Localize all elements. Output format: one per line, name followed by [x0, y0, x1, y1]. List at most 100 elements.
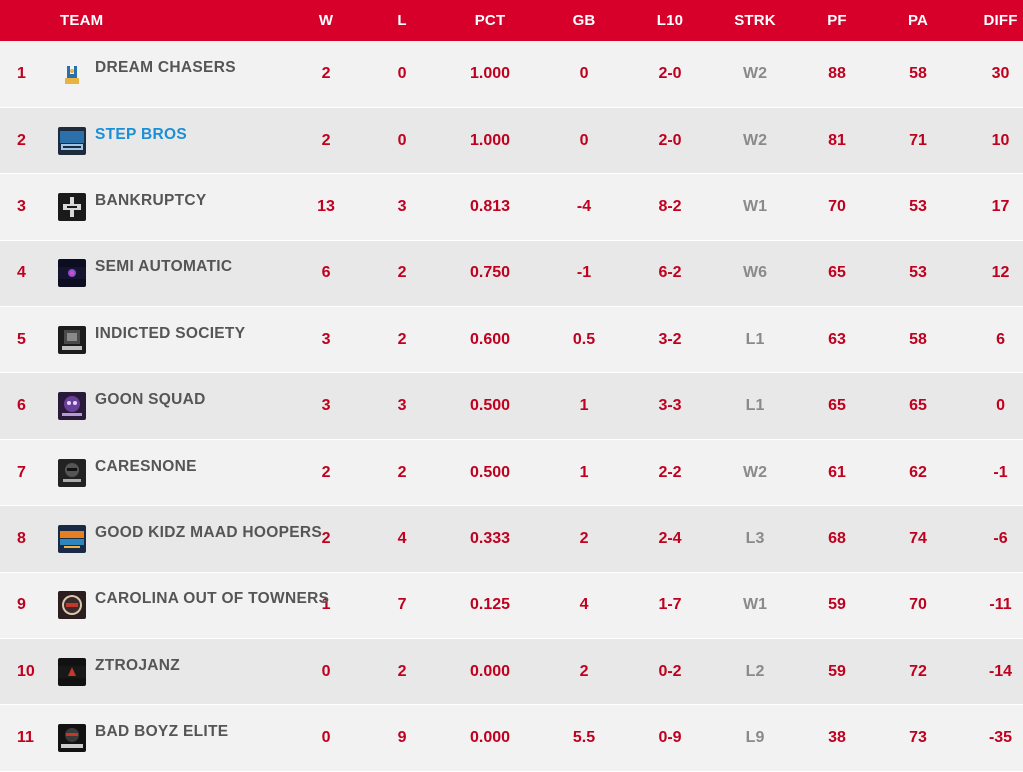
team-wrap: BAD BOYZ ELITE [0, 723, 286, 753]
team-wrap: CARESNONE [0, 457, 286, 487]
losses-cell: 3 [366, 372, 439, 440]
point-diff-cell: -6 [958, 505, 1023, 573]
wins-cell: 3 [286, 306, 367, 374]
win-pct-cell: 1.000 [438, 41, 543, 108]
team-wrap: STEP BROS [0, 125, 286, 155]
points-for-cell: 65 [796, 372, 879, 440]
table-row: 11 BAD BOYZ ELITE 0 9 0.000 5.5 0-9 L9 38 73 -35 [0, 704, 1023, 772]
last-10-cell: 8-2 [626, 173, 715, 241]
wins-cell: 2 [286, 439, 367, 507]
team-wrap: ZTROJANZ [0, 656, 286, 686]
team-cell: BANKRUPTCY [58, 173, 287, 241]
points-against-cell: 74 [878, 505, 959, 573]
point-diff-cell: -14 [958, 638, 1023, 706]
rank-cell: 6 [0, 372, 58, 440]
streak-cell: L9 [714, 704, 797, 772]
point-diff-cell: 6 [958, 306, 1023, 374]
header-w[interactable]: W [318, 12, 334, 29]
point-diff-cell: 30 [958, 41, 1023, 108]
losses-cell: 0 [366, 107, 439, 175]
team-name[interactable]: GOOD KIDZ MAAD HOOPERS [95, 523, 323, 541]
wins-cell: 2 [286, 107, 367, 175]
header-diff[interactable]: DIFF [983, 12, 1018, 29]
team-name[interactable]: GOON SQUAD [95, 391, 206, 409]
table-row: 9 CAROLINA OUT OF TOWNERS 1 7 0.125 4 1-7 W1 59 7… [0, 572, 1023, 640]
team-name[interactable]: DREAM CHASERS [95, 58, 236, 76]
games-behind-cell: 1 [542, 439, 627, 507]
last-10-cell: 2-0 [626, 41, 715, 108]
points-for-cell: 63 [796, 306, 879, 374]
header-l[interactable]: L [397, 12, 407, 29]
games-behind-cell: 1 [542, 372, 627, 440]
points-against-cell: 70 [878, 572, 959, 640]
losses-cell: 2 [366, 240, 439, 308]
win-pct-cell: 0.000 [438, 638, 543, 706]
points-for-cell: 38 [796, 704, 879, 772]
points-against-cell: 72 [878, 638, 959, 706]
losses-cell: 0 [366, 41, 439, 108]
games-behind-cell: 0 [542, 41, 627, 108]
win-pct-cell: 0.500 [438, 439, 543, 507]
team-name[interactable]: SEMI AUTOMATIC [95, 258, 233, 276]
team-cell: ZTROJANZ [58, 638, 287, 706]
wins-cell: 3 [286, 372, 367, 440]
win-pct-cell: 0.000 [438, 704, 543, 772]
rank-cell: 9 [0, 572, 58, 640]
bad-boyz-elite-logo-icon [58, 724, 86, 753]
losses-cell: 4 [366, 505, 439, 573]
points-against-cell: 58 [878, 306, 959, 374]
team-name[interactable]: INDICTED SOCIETY [95, 324, 246, 342]
streak-cell: L1 [714, 306, 797, 374]
team-wrap: INDICTED SOCIETY [0, 324, 286, 354]
win-pct-cell: 0.813 [438, 173, 543, 241]
team-name[interactable]: CARESNONE [95, 457, 197, 475]
rank-cell: 8 [0, 505, 58, 573]
streak-cell: W1 [714, 173, 797, 241]
table-row: 6 GOON SQUAD 3 3 0.500 1 3-3 L1 65 65 0 [0, 372, 1023, 440]
table-row: 3 BANKRUPTCY 13 3 0.813 -4 8-2 W1 70 53 17 [0, 173, 1023, 241]
last-10-cell: 2-2 [626, 439, 715, 507]
last-10-cell: 0-9 [626, 704, 715, 772]
win-pct-cell: 0.125 [438, 572, 543, 640]
points-for-cell: 70 [796, 173, 879, 241]
streak-cell: L2 [714, 638, 797, 706]
wins-cell: 2 [286, 505, 367, 573]
rank-cell: 7 [0, 439, 58, 507]
games-behind-cell: 2 [542, 638, 627, 706]
team-name[interactable]: BANKRUPTCY [95, 191, 207, 209]
win-pct-cell: 0.600 [438, 306, 543, 374]
streak-cell: L3 [714, 505, 797, 573]
games-behind-cell: -4 [542, 173, 627, 241]
caresnone-logo-icon [58, 458, 86, 487]
good-kidz-logo-icon [58, 524, 86, 553]
wins-cell: 2 [286, 41, 367, 108]
streak-cell: W6 [714, 240, 797, 308]
last-10-cell: 3-3 [626, 372, 715, 440]
team-wrap: CAROLINA OUT OF TOWNERS [0, 590, 329, 620]
ztrojanz-logo-icon [58, 657, 86, 686]
header-pf[interactable]: PF [827, 12, 847, 29]
team-name[interactable]: CAROLINA OUT OF TOWNERS [95, 590, 330, 608]
header-pct[interactable]: PCT [474, 12, 506, 29]
header-l10[interactable]: L10 [656, 12, 684, 29]
point-diff-cell: -1 [958, 439, 1023, 507]
points-against-cell: 62 [878, 439, 959, 507]
last-10-cell: 2-0 [626, 107, 715, 175]
team-name[interactable]: BAD BOYZ ELITE [95, 723, 229, 741]
losses-cell: 7 [366, 572, 439, 640]
points-for-cell: 88 [796, 41, 879, 108]
team-name[interactable]: ZTROJANZ [95, 656, 181, 674]
last-10-cell: 6-2 [626, 240, 715, 308]
header-team[interactable]: TEAM [60, 12, 104, 29]
header-strk[interactable]: STRK [734, 12, 776, 29]
rank-cell: 1 [0, 41, 58, 108]
header-gb[interactable]: GB [572, 12, 596, 29]
header-pa[interactable]: PA [907, 12, 929, 29]
goon-squad-logo-icon [58, 392, 86, 421]
rank-cell: 10 [0, 638, 58, 706]
standings-body: 1 DREAM CHASERS 2 0 1.000 0 2-0 W2 88 58 30 2 STEP B… [0, 41, 1023, 772]
points-for-cell: 68 [796, 505, 879, 573]
rank-cell: 2 [0, 107, 58, 175]
team-name-link[interactable]: STEP BROS [95, 125, 187, 143]
